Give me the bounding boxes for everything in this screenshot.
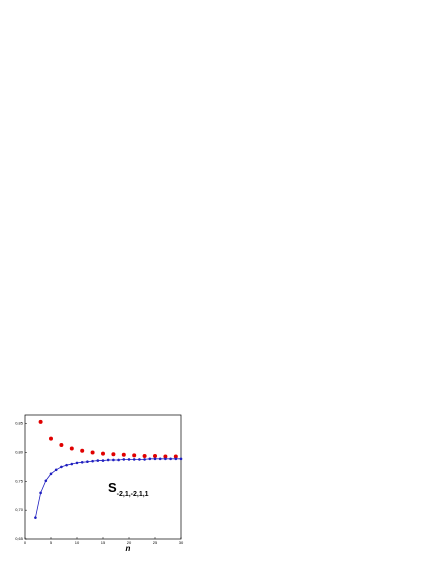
data-point [69, 446, 74, 451]
data-point [169, 457, 172, 461]
data-point [138, 458, 141, 461]
data-point [90, 450, 95, 455]
data-point [101, 459, 105, 462]
data-point [158, 457, 162, 461]
data-point [75, 461, 79, 465]
data-point [60, 465, 63, 469]
data-point [70, 462, 74, 466]
data-point [143, 458, 146, 461]
data-point [153, 453, 157, 458]
data-point [59, 442, 64, 447]
data-point [127, 458, 131, 461]
data-point [174, 457, 178, 461]
data-point [153, 457, 157, 461]
data-point [132, 453, 137, 458]
data-point [106, 458, 110, 462]
x-tick-label: 20 [127, 540, 132, 545]
x-tick-label: 0 [24, 540, 27, 545]
y-tick-label: 0,65 [15, 536, 24, 541]
x-tick-label: 5 [50, 540, 53, 545]
data-point [49, 436, 53, 441]
data-point [163, 454, 168, 459]
x-tick-label: 15 [101, 540, 106, 545]
data-point [80, 448, 85, 453]
data-point [132, 458, 136, 461]
x-tick-label: 25 [153, 540, 158, 545]
data-point [179, 457, 183, 461]
data-point [142, 453, 147, 458]
data-point [91, 459, 94, 463]
data-point [121, 452, 126, 457]
data-point [112, 458, 115, 462]
x-axis-label: n [126, 544, 131, 553]
y-tick-label: 0,70 [15, 507, 24, 512]
data-point [117, 458, 120, 462]
annotation-subscript: -2,1,-2,1,1 [117, 491, 149, 498]
data-point [34, 516, 37, 519]
data-point [111, 452, 116, 457]
data-point [65, 463, 68, 467]
y-tick-label: 0,75 [15, 478, 24, 483]
data-point [101, 451, 105, 456]
data-point [164, 457, 167, 461]
data-point [44, 479, 48, 483]
data-point [148, 457, 152, 461]
data-point [54, 468, 58, 472]
x-tick-label: 30 [179, 540, 184, 545]
data-point [38, 419, 43, 424]
y-tick-label: 0,80 [15, 450, 24, 455]
y-tick-label: 0,85 [15, 421, 24, 426]
data-point [80, 460, 84, 464]
annotation: S-2,1,-2,1,1 [108, 480, 149, 497]
data-point [86, 460, 89, 464]
data-point [39, 491, 42, 495]
x-tick-label: 10 [75, 540, 80, 545]
annotation-main: S [108, 480, 117, 495]
data-point [96, 459, 100, 462]
data-point [122, 458, 126, 461]
data-point [49, 472, 53, 476]
data-point [173, 454, 178, 459]
